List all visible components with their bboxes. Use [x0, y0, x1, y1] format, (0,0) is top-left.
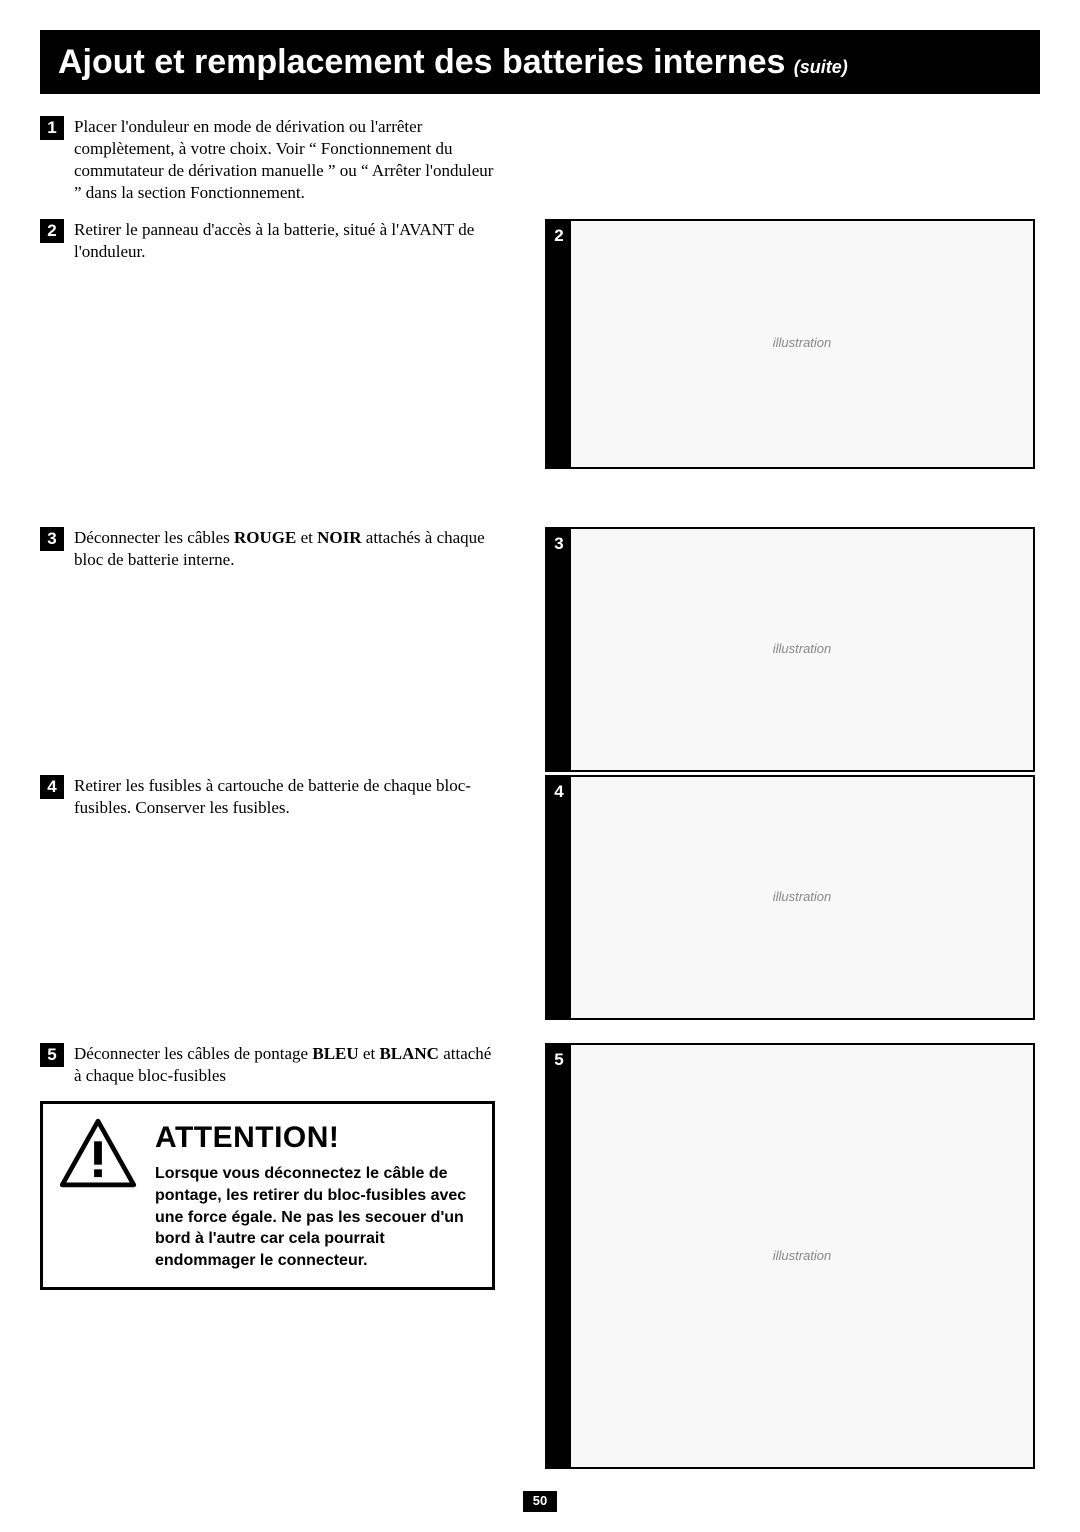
step-4: 4 Retirer les fusibles à cartouche de ba…	[40, 775, 495, 819]
step-3-b2: NOIR	[317, 528, 361, 547]
figure-3-block: 3 illustration	[545, 527, 1035, 775]
step-5-num: 5	[40, 1043, 64, 1067]
figure-5-num: 5	[547, 1045, 571, 1467]
spacer	[40, 277, 495, 527]
figure-5-body: illustration	[571, 1045, 1033, 1467]
step-1-num: 1	[40, 116, 64, 140]
step-1-right-empty	[545, 116, 1035, 218]
spacer	[40, 585, 495, 775]
step-4-block: 4 Retirer les fusibles à cartouche de ba…	[40, 775, 495, 1043]
attention-text: ATTENTION! Lorsque vous déconnectez le c…	[155, 1118, 476, 1271]
step-1-block: 1 Placer l'onduleur en mode de dérivatio…	[40, 116, 495, 218]
step-3-text: Déconnecter les câbles ROUGE et NOIR att…	[74, 527, 495, 571]
step-1-text: Placer l'onduleur en mode de dérivation …	[74, 116, 495, 204]
figure-3: 3 illustration	[545, 527, 1035, 772]
step-5: 5 Déconnecter les câbles de pontage BLEU…	[40, 1043, 495, 1087]
attention-box: ATTENTION! Lorsque vous déconnectez le c…	[40, 1101, 495, 1290]
figure-3-num: 3	[547, 529, 571, 770]
title-main: Ajout et remplacement des batteries inte…	[58, 43, 785, 81]
figure-4-block: 4 illustration	[545, 775, 1035, 1043]
figure-5: 5 illustration	[545, 1043, 1035, 1469]
title-bar: Ajout et remplacement des batteries inte…	[40, 30, 1040, 94]
attention-body: Lorsque vous déconnectez le câble de pon…	[155, 1163, 476, 1271]
figure-3-body: illustration	[571, 529, 1033, 770]
figure-2-block: 2 illustration	[545, 219, 1035, 527]
content-grid: 1 Placer l'onduleur en mode de dérivatio…	[40, 116, 1040, 1469]
step-2-block: 2 Retirer le panneau d'accès à la batter…	[40, 219, 495, 527]
figure-5-block: 5 illustration	[545, 1043, 1035, 1469]
figure-2-num: 2	[547, 221, 571, 467]
figure-4-body: illustration	[571, 777, 1033, 1018]
page-number: 50	[523, 1491, 557, 1512]
figure-4-num: 4	[547, 777, 571, 1018]
figure-2: 2 illustration	[545, 219, 1035, 469]
step-5-pre: Déconnecter les câbles de pontage	[74, 1044, 312, 1063]
step-2-num: 2	[40, 219, 64, 243]
step-3-pre: Déconnecter les câbles	[74, 528, 234, 547]
figure-4: 4 illustration	[545, 775, 1035, 1020]
step-4-num: 4	[40, 775, 64, 799]
step-3-block: 3 Déconnecter les câbles ROUGE et NOIR a…	[40, 527, 495, 775]
step-3-mid: et	[296, 528, 317, 547]
step-3: 3 Déconnecter les câbles ROUGE et NOIR a…	[40, 527, 495, 571]
step-5-block: 5 Déconnecter les câbles de pontage BLEU…	[40, 1043, 495, 1469]
step-3-num: 3	[40, 527, 64, 551]
spacer	[40, 833, 495, 1043]
step-5-mid: et	[359, 1044, 380, 1063]
step-2: 2 Retirer le panneau d'accès à la batter…	[40, 219, 495, 263]
step-1: 1 Placer l'onduleur en mode de dérivatio…	[40, 116, 495, 204]
page-number-container: 50	[40, 1489, 1040, 1512]
step-5-text: Déconnecter les câbles de pontage BLEU e…	[74, 1043, 495, 1087]
warning-icon	[59, 1118, 137, 1188]
figure-2-body: illustration	[571, 221, 1033, 467]
title-suite: (suite)	[794, 57, 848, 77]
step-2-text: Retirer le panneau d'accès à la batterie…	[74, 219, 495, 263]
step-4-text: Retirer les fusibles à cartouche de batt…	[74, 775, 495, 819]
step-3-b1: ROUGE	[234, 528, 296, 547]
attention-heading: ATTENTION!	[155, 1118, 476, 1157]
step-5-b2: BLANC	[379, 1044, 439, 1063]
step-5-b1: BLEU	[312, 1044, 358, 1063]
